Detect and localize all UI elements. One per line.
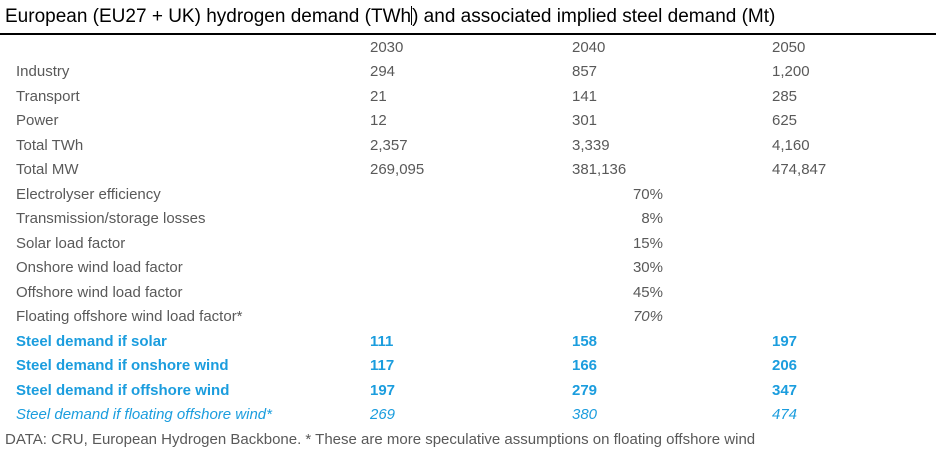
row-value: 141 bbox=[572, 87, 598, 105]
table-row: Offshore wind load factor 45% bbox=[16, 280, 936, 305]
row-value: 857 bbox=[572, 63, 598, 81]
data-table: 2030 2040 2050 Industry 294 857 1,200 Transp… bbox=[0, 35, 936, 427]
row-value: 30% bbox=[632, 259, 663, 277]
table-row: Electrolyser efficiency 70% bbox=[16, 182, 936, 207]
table-row: Power 12 301 625 bbox=[16, 109, 936, 134]
row-value: 294 bbox=[370, 63, 396, 81]
row-label: Electrolyser efficiency bbox=[16, 185, 161, 203]
row-value: 111 bbox=[370, 332, 394, 350]
row-value: 380 bbox=[572, 406, 598, 424]
row-value: 2,357 bbox=[370, 136, 408, 154]
row-label: Floating offshore wind load factor* bbox=[16, 308, 243, 326]
row-value: 158 bbox=[572, 332, 598, 350]
row-value: 117 bbox=[370, 357, 395, 375]
row-label: Offshore wind load factor bbox=[16, 283, 183, 301]
row-value: 474 bbox=[772, 406, 798, 424]
table-row: Solar load factor 15% bbox=[16, 231, 936, 256]
table-row: Total TWh 2,357 3,339 4,160 bbox=[16, 133, 936, 158]
row-label: Power bbox=[16, 112, 59, 130]
table-row: Transport 21 141 285 bbox=[16, 84, 936, 109]
row-value: 285 bbox=[772, 87, 798, 105]
row-value: 279 bbox=[572, 381, 598, 399]
table-header-row: 2030 2040 2050 bbox=[16, 35, 936, 60]
row-value: 625 bbox=[772, 112, 798, 130]
row-value: 12 bbox=[370, 112, 387, 130]
table-row: Steel demand if onshore wind 117 166 206 bbox=[16, 354, 936, 379]
row-value: 3,339 bbox=[572, 136, 610, 154]
table-row: Steel demand if floating offshore wind* 2… bbox=[16, 403, 936, 428]
row-label: Steel demand if onshore wind bbox=[16, 357, 229, 375]
row-value: 4,160 bbox=[772, 136, 810, 154]
page-title-text-right: ) and associated implied steel demand (M… bbox=[412, 6, 776, 27]
row-value: 1,200 bbox=[772, 63, 810, 81]
column-header-2050: 2050 bbox=[772, 38, 806, 56]
table-row: Floating offshore wind load factor* 70% bbox=[16, 305, 936, 330]
row-value: 301 bbox=[572, 112, 598, 130]
row-value: 269,095 bbox=[370, 161, 425, 179]
row-label: Transmission/storage losses bbox=[16, 210, 206, 228]
row-label: Industry bbox=[16, 63, 70, 81]
row-value: 21 bbox=[370, 87, 387, 105]
row-label: Onshore wind load factor bbox=[16, 259, 183, 277]
column-header-2040: 2040 bbox=[572, 38, 606, 56]
text-cursor bbox=[411, 6, 413, 25]
column-header-2030: 2030 bbox=[370, 38, 404, 56]
row-value: 474,847 bbox=[772, 161, 827, 179]
row-label: Steel demand if floating offshore wind* bbox=[16, 406, 272, 424]
row-label: Transport bbox=[16, 87, 80, 105]
row-value: 381,136 bbox=[572, 161, 627, 179]
table-rows: Industry 294 857 1,200 Transport 21 141 285 Powe… bbox=[16, 60, 936, 428]
table-row: Industry 294 857 1,200 bbox=[16, 60, 936, 85]
row-value: 15% bbox=[632, 234, 663, 252]
row-label: Total MW bbox=[16, 161, 79, 179]
row-value: 347 bbox=[772, 381, 798, 399]
row-label: Steel demand if offshore wind bbox=[16, 381, 230, 399]
table-row: Total MW 269,095 381,136 474,847 bbox=[16, 158, 936, 183]
table-row: Steel demand if solar 111 158 197 bbox=[16, 329, 936, 354]
row-label: Steel demand if solar bbox=[16, 332, 167, 350]
table-row: Onshore wind load factor 30% bbox=[16, 256, 936, 281]
page-title: European (EU27 + UK) hydrogen demand (TW… bbox=[0, 0, 936, 35]
row-value: 197 bbox=[370, 381, 396, 399]
page-title-text-left: European (EU27 + UK) hydrogen demand (TW… bbox=[5, 6, 412, 27]
row-value: 269 bbox=[370, 406, 396, 424]
row-value: 45% bbox=[632, 283, 663, 301]
row-value: 70% bbox=[632, 185, 663, 203]
row-label: Solar load factor bbox=[16, 234, 126, 252]
table-row: Transmission/storage losses 8% bbox=[16, 207, 936, 232]
row-value: 166 bbox=[572, 357, 598, 375]
row-value: 8% bbox=[641, 210, 663, 228]
row-label: Total TWh bbox=[16, 136, 84, 154]
row-value: 70% bbox=[632, 308, 663, 326]
source-note: DATA: CRU, European Hydrogen Backbone. *… bbox=[5, 431, 756, 448]
row-value: 206 bbox=[772, 357, 798, 375]
table-row: Steel demand if offshore wind 197 279 347 bbox=[16, 378, 936, 403]
row-value: 197 bbox=[772, 332, 798, 350]
